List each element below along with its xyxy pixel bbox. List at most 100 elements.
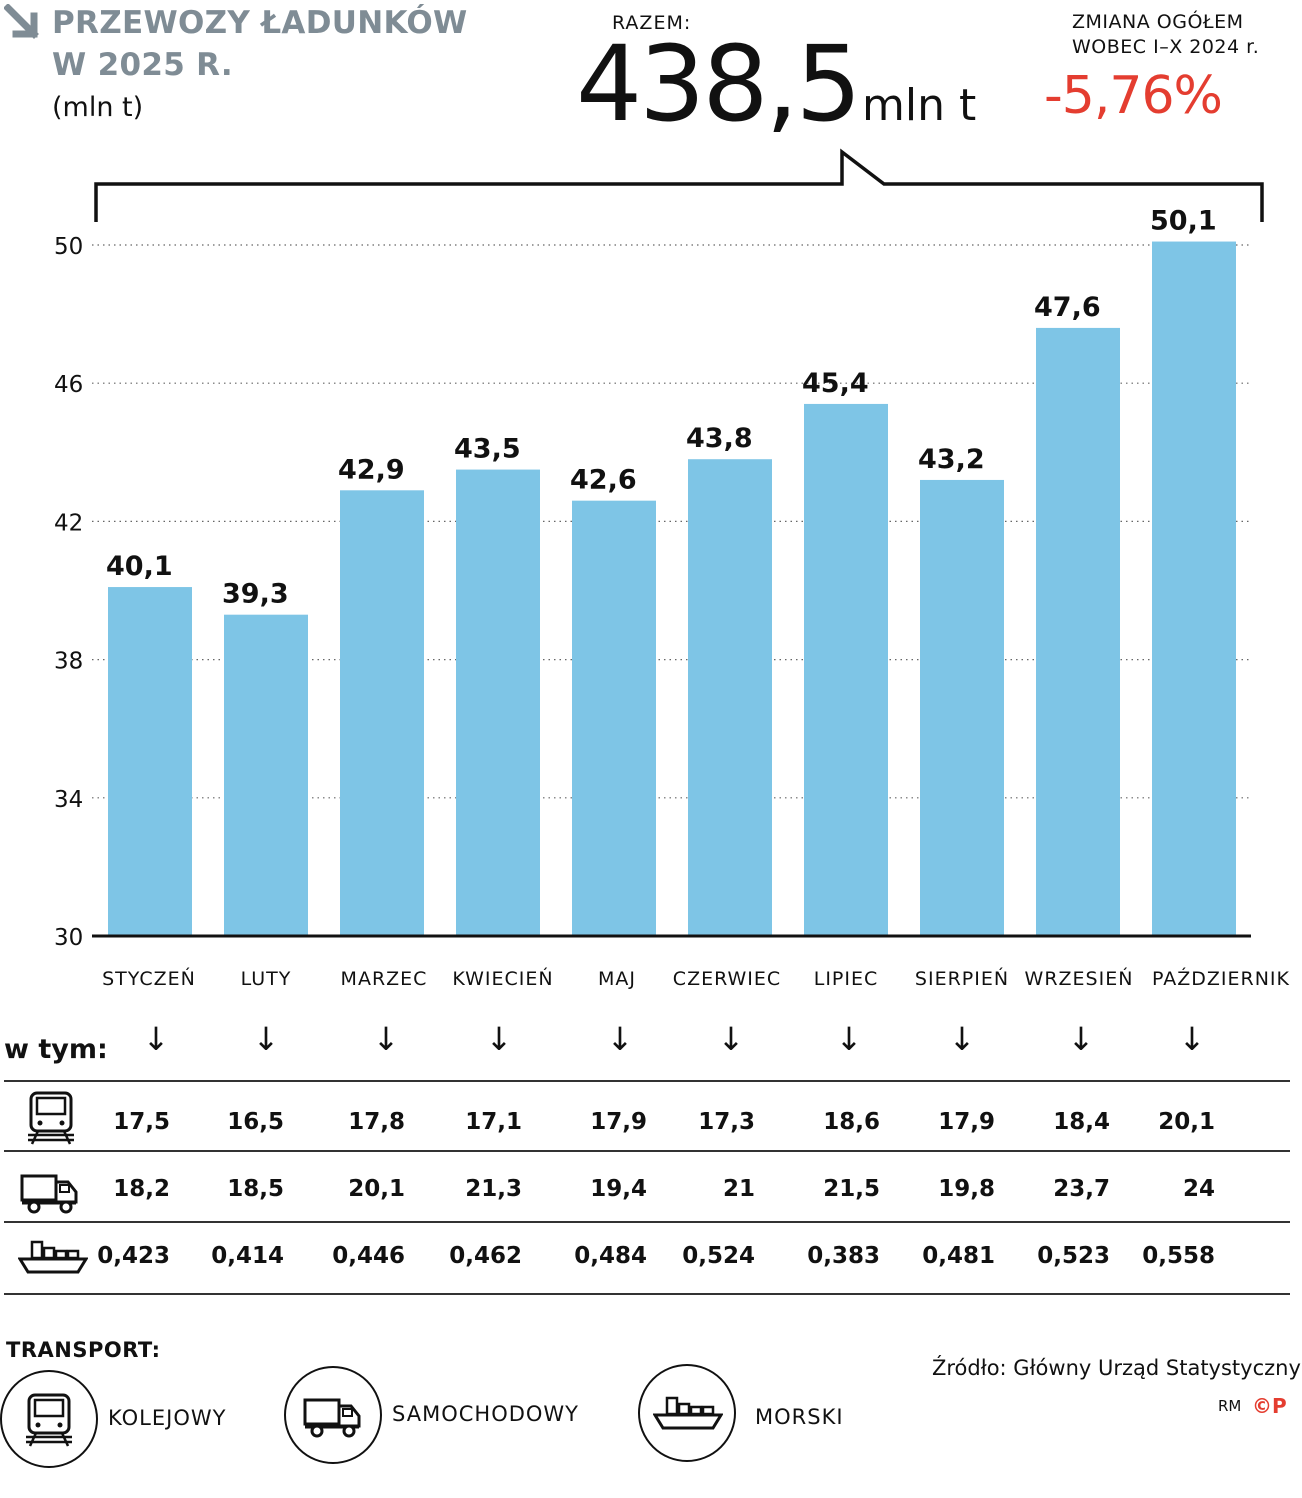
arrow-down-icon: ↓ (252, 1020, 280, 1058)
arrow-down-icon: ↓ (1067, 1020, 1095, 1058)
table-cell: 0,414 (211, 1243, 284, 1269)
truck-icon (20, 1174, 78, 1214)
bar (1152, 241, 1236, 937)
arrow-down-right-icon (4, 4, 39, 39)
table-cell: 20,1 (348, 1176, 405, 1202)
arrow-down-icon: ↓ (372, 1020, 400, 1058)
x-tick-label: SIERPIEŃ (915, 967, 1009, 990)
bar-value-label: 43,2 (918, 444, 985, 475)
arrow-down-icon: ↓ (1178, 1020, 1206, 1058)
table-cell: 21,3 (465, 1176, 522, 1202)
x-tick-label: WRZESIEŃ (1025, 967, 1134, 990)
table-cell: 0,481 (922, 1243, 995, 1269)
table-cell: 24 (1182, 1176, 1215, 1202)
source-note: Źródło: Główny Urząd Statystyczny (932, 1356, 1301, 1380)
table-cell: 0,484 (574, 1243, 647, 1269)
arrow-down-icon: ↓ (948, 1020, 976, 1058)
chart-title-line2: W 2025 R. (52, 47, 233, 83)
legend-title: TRANSPORT: (6, 1338, 161, 1362)
table-cell: 20,1 (1158, 1109, 1215, 1135)
x-tick-label: LUTY (241, 968, 292, 990)
train-icon (28, 1091, 74, 1145)
table-cell: 0,523 (1037, 1243, 1110, 1269)
bar-value-label: 43,5 (454, 434, 521, 465)
total-label: RAZEM: (612, 12, 692, 34)
bar (688, 459, 772, 936)
table-cell: 0,558 (1142, 1243, 1215, 1269)
y-tick-label: 50 (54, 234, 83, 260)
table-cell: 21 (722, 1176, 755, 1202)
arrow-down-icon: ↓ (485, 1020, 513, 1058)
table-cell: 0,423 (97, 1243, 170, 1269)
author-credit: RM (1218, 1397, 1242, 1415)
total-bracket (94, 148, 1264, 222)
x-tick-label: MAJ (598, 968, 636, 990)
bar-value-label: 43,8 (686, 423, 753, 454)
y-tick-label: 42 (54, 510, 83, 536)
total-unit: mln t (862, 80, 977, 131)
legend-train-circle (0, 1370, 98, 1468)
table-cell: 17,5 (113, 1109, 170, 1135)
table-cell: 16,5 (227, 1109, 284, 1135)
table-cell: 23,7 (1053, 1176, 1110, 1202)
bar (340, 490, 424, 936)
bar-value-label: 50,1 (1150, 206, 1217, 237)
change-label-line1: ZMIANA OGÓŁEM (1072, 11, 1244, 33)
table-cell: 17,1 (465, 1109, 522, 1135)
bar-chart: 30 34 38 42 46 50 40,1 STYCZEŃ 39,3 LUTY 42,9 MARZ… (54, 148, 1290, 990)
change-value: -5,76% (1044, 66, 1223, 126)
arrow-down-icon: ↓ (717, 1020, 745, 1058)
legend-truck-circle (284, 1366, 382, 1464)
unit-label: (mln t) (52, 92, 144, 123)
x-tick-label: PAŹDZIERNIK (1152, 967, 1290, 990)
truck-icon (303, 1398, 361, 1438)
legend-label-morski: MORSKI (755, 1405, 844, 1429)
table-cell: 21,5 (823, 1176, 880, 1202)
bar (1036, 327, 1120, 936)
bar (920, 479, 1004, 936)
breakdown-label: w tym: (4, 1034, 108, 1065)
table-cell: 0,446 (332, 1243, 405, 1269)
table-cell: 17,9 (590, 1109, 647, 1135)
bar (108, 587, 192, 936)
publisher-logo: ©P (1252, 1394, 1287, 1418)
table-cell: 17,3 (698, 1109, 755, 1135)
bar-value-label: 40,1 (106, 551, 173, 582)
x-tick-label: MARZEC (341, 968, 428, 990)
table-cell: 17,8 (348, 1109, 405, 1135)
bar (572, 500, 656, 936)
table-cell: 0,462 (449, 1243, 522, 1269)
chart-title: PRZEWOZY ŁADUNKÓW W 2025 R. (52, 2, 468, 86)
bar-value-label: 45,4 (802, 368, 869, 399)
chart-title-line1: PRZEWOZY ŁADUNKÓW (52, 5, 468, 41)
train-icon (26, 1393, 72, 1447)
table-cell: 18,6 (823, 1109, 880, 1135)
divider (4, 1150, 1290, 1152)
legend-label-samochodowy: SAMOCHODOWY (392, 1402, 580, 1426)
bar-value-label: 47,6 (1034, 292, 1101, 323)
table-cell: 0,383 (807, 1243, 880, 1269)
change-label: ZMIANA OGÓŁEM WOBEC I–X 2024 r. (1072, 10, 1259, 60)
arrow-down-icon: ↓ (835, 1020, 863, 1058)
table-cell: 19,4 (590, 1176, 647, 1202)
x-tick-label: STYCZEŃ (102, 967, 196, 990)
arrow-down-icon: ↓ (606, 1020, 634, 1058)
y-tick-label: 30 (54, 925, 83, 951)
table-cell: 18,4 (1053, 1109, 1110, 1135)
divider (4, 1293, 1290, 1295)
legend-label-kolejowy: KOLEJOWY (108, 1406, 227, 1430)
x-tick-label: LIPIEC (814, 968, 879, 990)
x-tick-label: CZERWIEC (673, 968, 781, 990)
table-cell: 17,9 (938, 1109, 995, 1135)
y-tick-label: 46 (54, 372, 83, 398)
bar-value-label: 42,9 (338, 454, 405, 485)
table-cell: 18,2 (113, 1176, 170, 1202)
divider (4, 1221, 1290, 1223)
legend-ship-circle (638, 1364, 736, 1462)
bar (224, 614, 308, 936)
bar-value-label: 42,6 (570, 465, 637, 496)
x-tick-label: KWIECIEŃ (452, 967, 553, 990)
total-value: 438,5 (576, 23, 862, 145)
y-tick-label: 38 (54, 649, 83, 675)
change-label-line2: WOBEC I–X 2024 r. (1072, 36, 1260, 58)
